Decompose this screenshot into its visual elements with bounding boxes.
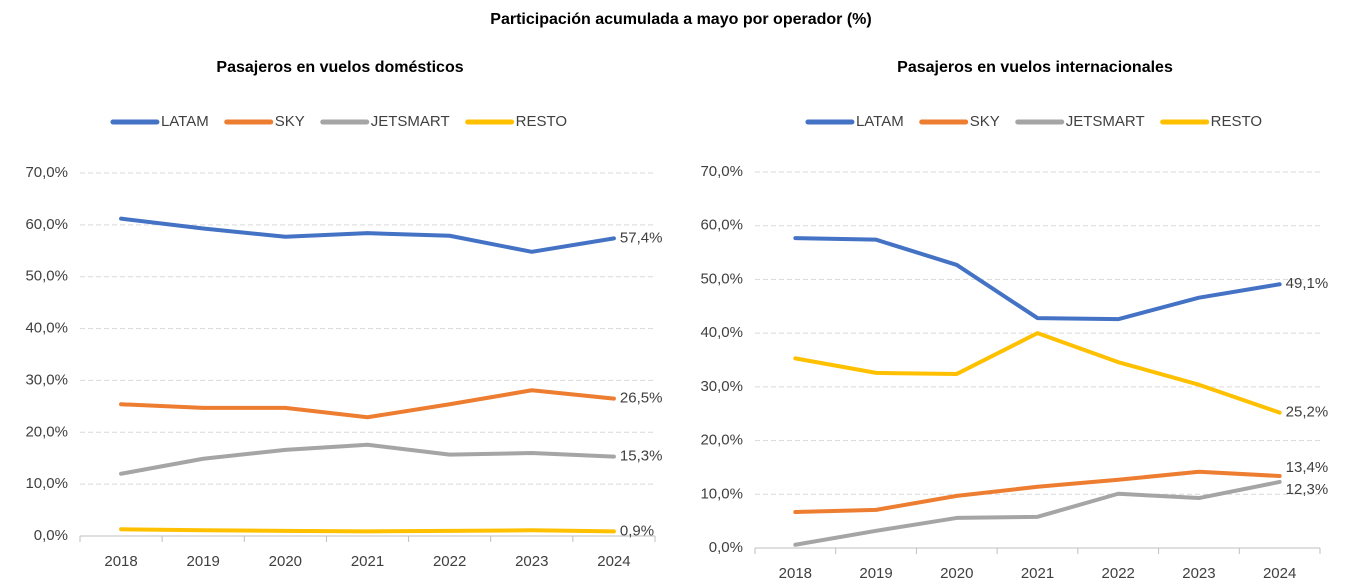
data-label: 0,9% [620,522,654,539]
series-line [793,331,1282,415]
series-line [793,479,1282,547]
x-tick-label: 2018 [104,553,137,570]
data-label: 57,4% [620,229,663,246]
y-tick-label: 10,0% [25,475,68,492]
y-tick-label: 60,0% [700,217,743,234]
x-tick-label: 2021 [351,553,384,570]
legend-label: SKY [970,113,1000,130]
x-tick-label: 2019 [187,553,220,570]
y-tick-label: 30,0% [25,371,68,388]
series-line [119,388,616,420]
data-label: 25,2% [1286,404,1329,421]
data-label: 26,5% [620,390,663,407]
y-tick-label: 50,0% [25,268,68,285]
x-tick-label: 2024 [597,553,630,570]
y-tick-label: 20,0% [700,432,743,449]
x-tick-label: 2021 [1021,565,1054,582]
y-tick-label: 0,0% [34,527,68,544]
x-tick-label: 2018 [779,565,812,582]
y-tick-label: 70,0% [25,164,68,181]
y-tick-label: 40,0% [700,324,743,341]
legend-label: JETSMART [1066,113,1145,130]
data-label: 15,3% [620,448,663,465]
data-label: 13,4% [1286,459,1329,476]
data-label: 12,3% [1286,481,1329,498]
series-line [119,442,616,476]
y-tick-label: 30,0% [700,378,743,395]
y-tick-label: 40,0% [25,320,68,337]
data-label: 49,1% [1286,275,1329,292]
x-tick-label: 2023 [515,553,548,570]
legend-label: JETSMART [371,113,450,130]
series-line [793,469,1282,515]
legend-label: RESTO [1211,113,1262,130]
y-tick-label: 0,0% [709,539,743,556]
y-tick-label: 70,0% [700,163,743,180]
x-tick-label: 2022 [433,553,466,570]
chart-subtitle: Pasajeros en vuelos domésticos [216,59,463,76]
series-line [793,236,1282,322]
y-tick-label: 60,0% [25,216,68,233]
legend-label: SKY [275,113,305,130]
y-tick-label: 50,0% [700,270,743,287]
legend-label: LATAM [856,113,904,130]
y-tick-label: 10,0% [700,485,743,502]
x-tick-label: 2024 [1263,565,1296,582]
legend-label: RESTO [516,113,567,130]
x-tick-label: 2020 [940,565,973,582]
series-line [119,527,616,534]
y-tick-label: 20,0% [25,423,68,440]
legend-label: LATAM [161,113,209,130]
series-line [119,216,616,254]
chart-subtitle: Pasajeros en vuelos internacionales [897,59,1173,76]
x-tick-label: 2023 [1182,565,1215,582]
x-tick-label: 2019 [859,565,892,582]
x-tick-label: 2020 [269,553,302,570]
page-title: Participación acumulada a mayo por opera… [490,11,871,28]
x-tick-label: 2022 [1102,565,1135,582]
